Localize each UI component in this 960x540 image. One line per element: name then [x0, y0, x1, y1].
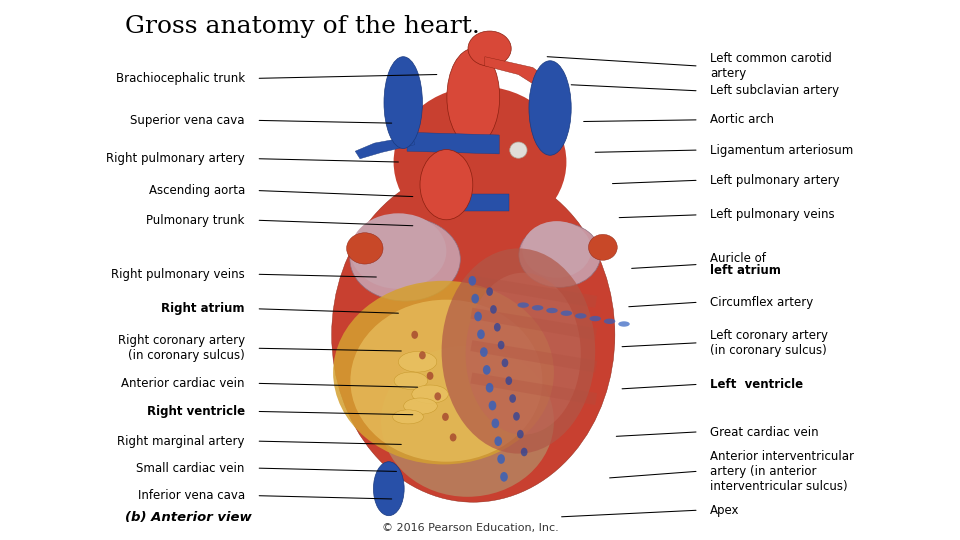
Ellipse shape	[618, 321, 630, 327]
Ellipse shape	[420, 150, 472, 220]
Ellipse shape	[333, 281, 554, 464]
Text: Auricle of: Auricle of	[710, 252, 766, 265]
Text: Superior vena cava: Superior vena cava	[131, 114, 245, 127]
Ellipse shape	[505, 376, 513, 385]
Ellipse shape	[419, 351, 426, 360]
Ellipse shape	[532, 305, 543, 310]
Ellipse shape	[513, 412, 520, 421]
Text: Left pulmonary veins: Left pulmonary veins	[710, 208, 835, 221]
Ellipse shape	[493, 323, 501, 332]
Ellipse shape	[546, 308, 558, 313]
Polygon shape	[470, 373, 597, 405]
Ellipse shape	[477, 329, 485, 339]
Text: Ligamentum arteriosum: Ligamentum arteriosum	[710, 144, 853, 157]
Text: Right marginal artery: Right marginal artery	[117, 435, 245, 448]
Text: Left subclavian artery: Left subclavian artery	[710, 84, 840, 97]
Ellipse shape	[442, 413, 448, 421]
Ellipse shape	[349, 217, 461, 301]
Text: Anterior cardiac vein: Anterior cardiac vein	[121, 377, 245, 390]
Ellipse shape	[497, 341, 505, 349]
Text: Great cardiac vein: Great cardiac vein	[710, 426, 819, 438]
Ellipse shape	[434, 392, 442, 401]
Text: Circumflex artery: Circumflex artery	[710, 296, 814, 309]
Text: Gross anatomy of the heart.: Gross anatomy of the heart.	[125, 15, 480, 38]
Ellipse shape	[588, 234, 617, 260]
Ellipse shape	[384, 57, 422, 149]
Ellipse shape	[486, 383, 493, 393]
Text: Left coronary artery
(in coronary sulcus): Left coronary artery (in coronary sulcus…	[710, 329, 828, 357]
Ellipse shape	[466, 273, 581, 435]
Polygon shape	[407, 132, 499, 154]
Text: Ascending aorta: Ascending aorta	[149, 184, 245, 197]
Text: left atrium: left atrium	[710, 264, 781, 277]
Ellipse shape	[331, 167, 615, 502]
Text: Left common carotid
artery: Left common carotid artery	[710, 52, 832, 80]
Ellipse shape	[373, 462, 404, 516]
Ellipse shape	[393, 410, 423, 424]
Text: Aortic arch: Aortic arch	[710, 113, 775, 126]
Ellipse shape	[471, 294, 479, 303]
Ellipse shape	[483, 365, 491, 375]
Ellipse shape	[575, 313, 587, 319]
Ellipse shape	[501, 359, 509, 367]
Ellipse shape	[468, 276, 476, 286]
Ellipse shape	[518, 222, 601, 287]
Ellipse shape	[492, 418, 499, 428]
Text: Right pulmonary veins: Right pulmonary veins	[111, 268, 245, 281]
Text: Left pulmonary artery: Left pulmonary artery	[710, 174, 840, 187]
Polygon shape	[485, 57, 547, 84]
Text: (b) Anterior view: (b) Anterior view	[125, 511, 252, 524]
Ellipse shape	[486, 287, 493, 296]
Ellipse shape	[480, 347, 488, 357]
Ellipse shape	[426, 372, 434, 380]
Text: Anterior interventricular
artery (in anterior
interventricular sulcus): Anterior interventricular artery (in ant…	[710, 450, 854, 493]
Ellipse shape	[509, 394, 516, 403]
Text: Brachiocephalic trunk: Brachiocephalic trunk	[115, 72, 245, 85]
Text: Right ventricle: Right ventricle	[147, 405, 245, 418]
Ellipse shape	[449, 433, 457, 442]
Text: Apex: Apex	[710, 504, 740, 517]
Ellipse shape	[604, 319, 615, 324]
Text: Pulmonary trunk: Pulmonary trunk	[147, 214, 245, 227]
Ellipse shape	[446, 49, 499, 146]
Text: Right atrium: Right atrium	[161, 302, 245, 315]
Ellipse shape	[494, 436, 502, 446]
Ellipse shape	[403, 398, 438, 414]
Polygon shape	[470, 340, 597, 373]
Ellipse shape	[529, 60, 571, 156]
Ellipse shape	[350, 213, 446, 289]
Text: Right pulmonary artery: Right pulmonary artery	[106, 152, 245, 165]
Ellipse shape	[412, 385, 448, 403]
Ellipse shape	[561, 310, 572, 316]
Ellipse shape	[347, 233, 383, 264]
Text: Small cardiac vein: Small cardiac vein	[136, 462, 245, 475]
Ellipse shape	[381, 346, 554, 497]
Polygon shape	[355, 136, 415, 159]
Ellipse shape	[489, 401, 496, 410]
Ellipse shape	[589, 316, 601, 321]
Polygon shape	[470, 308, 597, 340]
Ellipse shape	[497, 454, 505, 464]
Ellipse shape	[521, 448, 528, 456]
Ellipse shape	[394, 372, 428, 389]
Ellipse shape	[411, 330, 419, 339]
Ellipse shape	[510, 142, 527, 158]
Text: Inferior vena cava: Inferior vena cava	[137, 489, 245, 502]
Ellipse shape	[522, 221, 591, 278]
Polygon shape	[470, 275, 597, 308]
Text: Left  ventricle: Left ventricle	[710, 378, 804, 391]
Ellipse shape	[442, 248, 595, 454]
Text: Right coronary artery
(in coronary sulcus): Right coronary artery (in coronary sulcu…	[118, 334, 245, 362]
Ellipse shape	[398, 352, 437, 372]
Ellipse shape	[468, 31, 512, 66]
Ellipse shape	[474, 312, 482, 321]
Polygon shape	[442, 194, 509, 211]
Ellipse shape	[516, 430, 524, 438]
Ellipse shape	[490, 305, 497, 314]
Ellipse shape	[517, 302, 529, 308]
Ellipse shape	[394, 86, 566, 238]
Ellipse shape	[350, 300, 542, 462]
Ellipse shape	[500, 472, 508, 482]
Text: © 2016 Pearson Education, Inc.: © 2016 Pearson Education, Inc.	[382, 523, 559, 533]
